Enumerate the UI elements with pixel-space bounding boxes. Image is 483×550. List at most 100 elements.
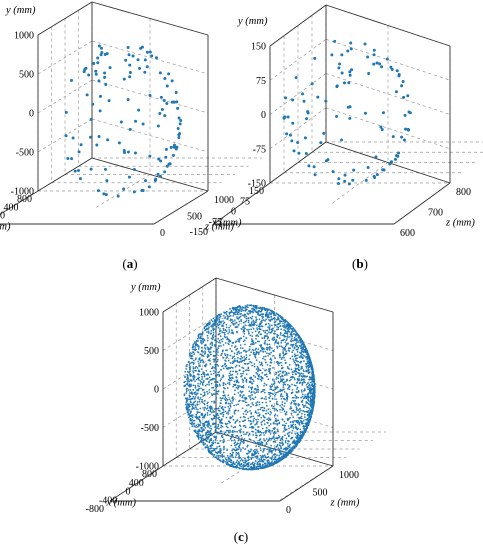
data-point [220,399,222,402]
data-point [203,409,206,411]
data-point [231,402,233,404]
data-point [252,374,255,377]
data-point [276,360,279,363]
data-point [283,335,286,338]
data-point [218,418,221,421]
data-point [235,435,237,437]
data-point [233,430,236,433]
data-point [242,331,245,333]
data-point [206,404,209,407]
data-point [267,322,270,325]
data-point [266,453,269,455]
data-point [304,404,307,407]
data-point [213,377,216,380]
data-point [215,425,217,427]
data-point [272,349,274,352]
data-point [227,316,229,318]
data-point [108,66,112,70]
data-point [244,410,246,413]
data-point [267,391,270,394]
data-point [295,335,297,337]
data-point [283,346,286,349]
data-point [223,312,226,314]
data-point [235,461,238,464]
data-point [275,437,277,439]
data-point [148,93,152,97]
data-point [286,323,288,326]
data-point [260,363,263,366]
data-point [256,401,259,403]
data-point [218,318,221,321]
data-point [250,322,253,325]
data-point [195,426,197,429]
data-point [229,318,232,321]
data-point [205,407,208,410]
data-point [234,322,236,325]
data-point [214,320,216,323]
data-point [195,341,198,343]
data-point [216,380,219,383]
data-point [261,420,264,423]
data-point [262,456,265,458]
data-point [260,421,263,424]
data-point [289,446,291,449]
data-point [203,403,206,406]
data-point [197,388,200,391]
data-point [282,384,285,386]
data-point [265,401,267,404]
data-point [235,443,238,446]
data-point [196,426,199,428]
data-point [222,413,225,416]
data-point [296,434,298,437]
data-point [282,334,285,337]
data-point [285,451,287,454]
data-point [302,354,305,357]
data-point [179,118,183,122]
data-point [211,433,213,436]
data-point [251,456,254,459]
data-point [279,315,281,317]
data-point [284,345,287,348]
data-point [237,361,239,363]
data-point [268,343,271,346]
data-point [209,439,211,441]
data-point [214,456,217,459]
data-point [96,189,100,193]
data-point [246,312,249,315]
data-point [209,451,211,454]
data-point [267,446,270,449]
data-point [237,381,240,384]
data-point [247,463,249,465]
data-point [211,400,213,403]
data-point [288,133,292,137]
data-point [288,323,291,326]
data-point [222,384,225,387]
data-point [232,399,234,402]
data-point [204,348,207,350]
data-point [233,412,236,415]
data-point [203,364,206,367]
data-point [209,407,212,410]
data-point [240,448,242,451]
data-point [245,397,248,400]
data-point [251,402,254,404]
data-point [274,330,276,332]
data-point [295,411,297,413]
data-point [296,382,298,384]
data-point [230,436,233,439]
data-point [246,452,248,455]
data-point [209,431,211,434]
data-point [267,316,269,319]
data-point [232,322,234,325]
data-point [213,389,216,392]
data-point [238,310,241,312]
data-point [257,442,260,444]
data-point [281,375,284,378]
data-point [288,388,291,391]
data-point [256,423,258,425]
data-point [139,46,143,50]
data-point [283,397,285,400]
data-point [225,357,228,359]
data-point [143,70,147,74]
data-point [290,338,293,340]
